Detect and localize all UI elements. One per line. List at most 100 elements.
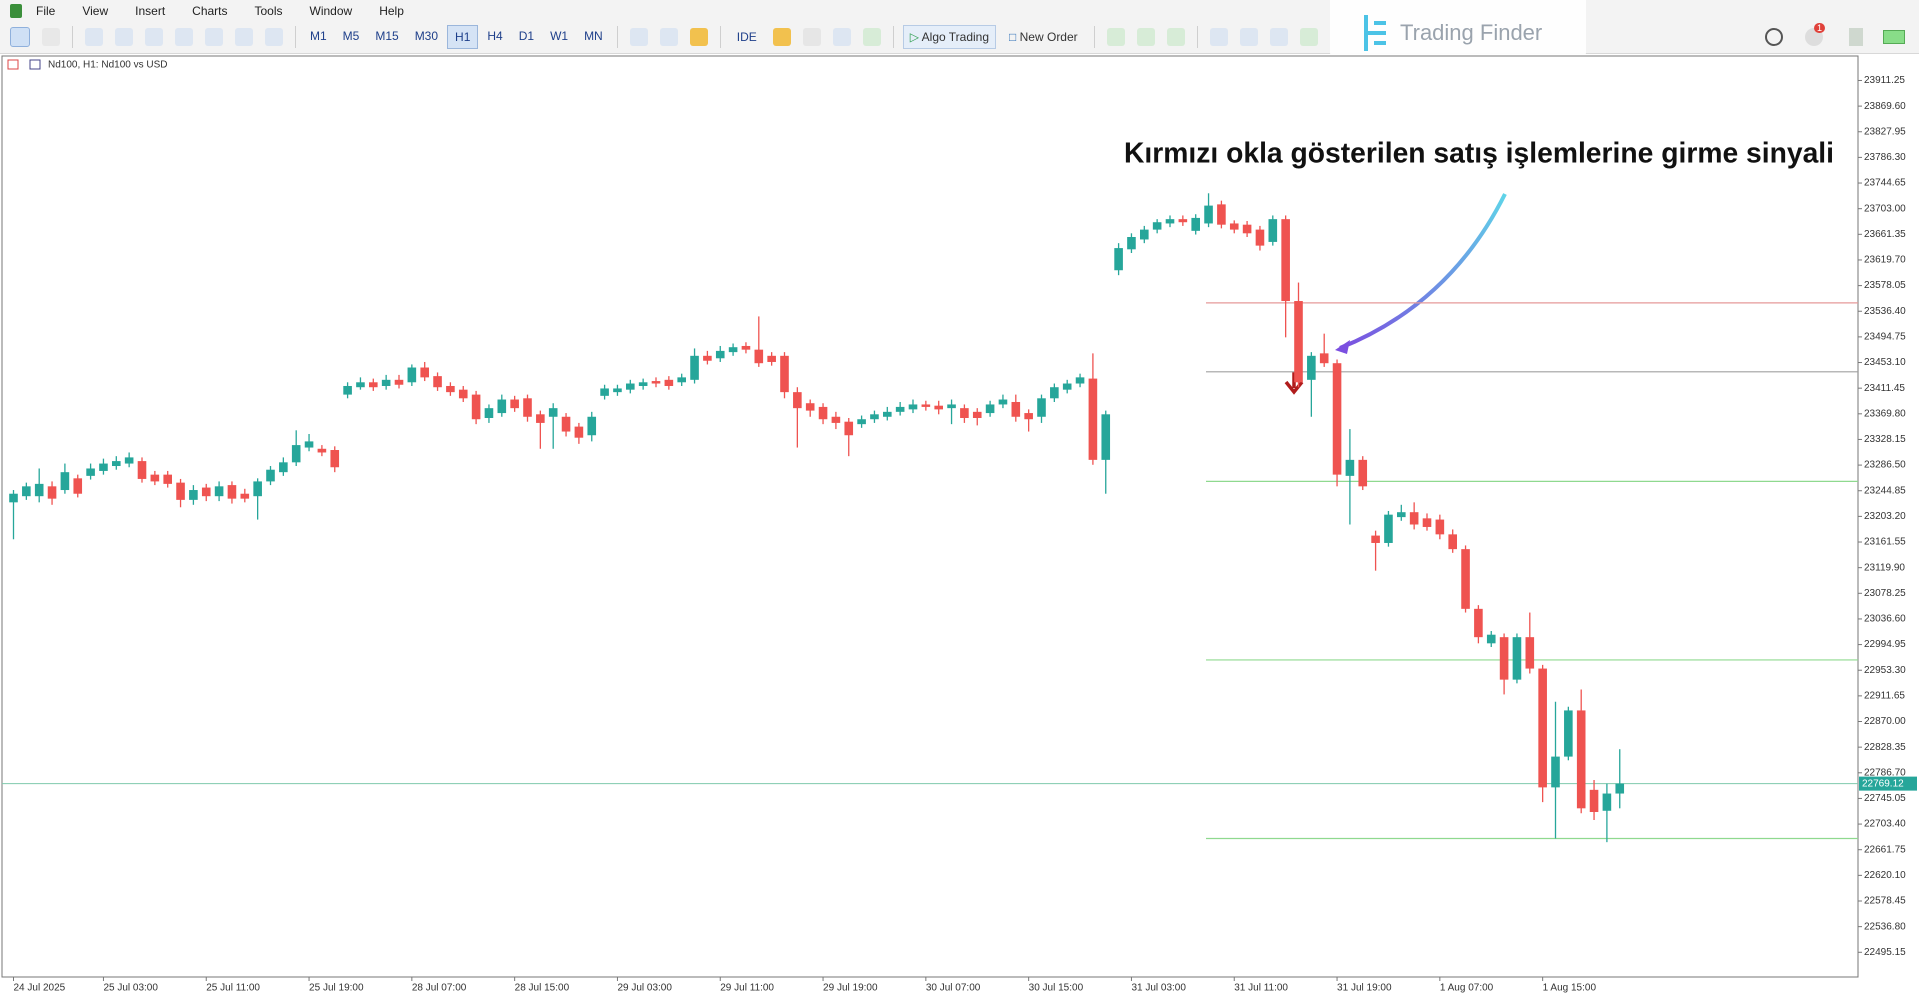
y-tick-label: 23161.55 xyxy=(1864,537,1906,548)
line-view[interactable] xyxy=(1166,28,1185,46)
separator xyxy=(719,26,721,48)
candle-body xyxy=(137,461,147,479)
new-order-button[interactable]: □ New Order xyxy=(1009,30,1078,44)
menu-item[interactable]: Help xyxy=(379,3,404,18)
y-tick-label: 23078.25 xyxy=(1864,588,1906,599)
y-tick-label: 22953.30 xyxy=(1864,665,1906,676)
candle-body xyxy=(998,399,1008,405)
y-tick-label: 23911.25 xyxy=(1864,75,1905,86)
candle-body xyxy=(1152,222,1162,230)
notification-badge: 1 xyxy=(1814,23,1826,33)
candle-body xyxy=(1602,793,1612,811)
crosshair-tool[interactable] xyxy=(42,28,60,46)
y-tick-label: 23453.10 xyxy=(1864,357,1906,368)
price-label-box xyxy=(1859,776,1917,791)
candle-body xyxy=(497,399,507,414)
menu-item[interactable]: Window xyxy=(309,3,353,18)
zoom-out[interactable] xyxy=(1239,28,1258,46)
x-tick-label: 31 Jul 03:00 xyxy=(1131,983,1186,994)
shapes-tool[interactable] xyxy=(265,28,283,46)
chart-type[interactable] xyxy=(629,28,648,46)
pointer-arrow xyxy=(1339,193,1507,350)
search[interactable] xyxy=(1765,28,1783,46)
vertical-line-tool[interactable] xyxy=(85,28,103,46)
cloud[interactable] xyxy=(832,28,851,46)
notifications[interactable]: 1 xyxy=(1805,23,1826,46)
timeframe-button[interactable]: M15 xyxy=(375,29,399,43)
candle-body xyxy=(844,421,854,436)
symbol-label: Nd100, H1: Nd100 vs USD xyxy=(48,60,168,71)
candle-body xyxy=(22,486,31,497)
timeframe-button[interactable]: H1 xyxy=(447,25,479,49)
candle-body xyxy=(1551,756,1560,788)
text-tool[interactable] xyxy=(235,28,253,46)
signals[interactable] xyxy=(689,28,708,46)
candle-body xyxy=(266,469,275,482)
candle-body xyxy=(240,493,250,499)
timeframe-button[interactable]: M5 xyxy=(342,29,360,43)
timeframe-button[interactable]: W1 xyxy=(550,29,569,43)
candle-body xyxy=(1397,512,1406,518)
candle-body xyxy=(227,485,237,499)
candle-body xyxy=(1178,219,1188,223)
app-icon xyxy=(10,3,22,18)
menu-item[interactable]: View xyxy=(82,3,109,18)
candle-body xyxy=(1024,413,1033,420)
timeframe-button[interactable]: H4 xyxy=(487,29,503,43)
depth[interactable] xyxy=(1106,28,1125,46)
trend-line-tool[interactable] xyxy=(145,28,163,46)
indicators[interactable] xyxy=(659,28,678,46)
candle-body xyxy=(1114,248,1123,271)
menu-item[interactable]: Tools xyxy=(254,3,283,18)
vps[interactable] xyxy=(862,28,881,46)
candle-body xyxy=(1615,783,1625,794)
menu-item[interactable]: Charts xyxy=(192,3,228,18)
x-tick-label: 25 Jul 11:00 xyxy=(206,983,260,994)
menu-item[interactable]: Insert xyxy=(135,3,166,18)
candle-body xyxy=(523,398,532,417)
candle-body xyxy=(1345,459,1355,476)
new-order-label: New Order xyxy=(1019,30,1078,44)
candle-body xyxy=(857,419,866,425)
algo-trading-button[interactable]: ▷ Algo Trading xyxy=(902,25,997,49)
y-tick-label: 23869.60 xyxy=(1864,101,1906,112)
grid-toggle[interactable] xyxy=(1269,28,1288,46)
horizontal-line-tool[interactable] xyxy=(115,28,133,46)
ide-button[interactable]: IDE xyxy=(736,30,757,44)
candle-body xyxy=(279,462,288,473)
y-tick-label: 22911.65 xyxy=(1864,691,1905,702)
candle-body xyxy=(73,478,83,494)
candle-body xyxy=(934,405,943,410)
candle-body xyxy=(895,406,905,412)
timeframe-button[interactable]: D1 xyxy=(518,29,535,43)
zoom-in[interactable] xyxy=(1209,28,1228,46)
candle-body xyxy=(1576,710,1586,809)
candles-view[interactable] xyxy=(1136,28,1155,46)
candle-body xyxy=(985,404,995,414)
candle-body xyxy=(1268,219,1278,242)
signal-strength[interactable] xyxy=(802,28,821,46)
candle-body xyxy=(1255,229,1265,246)
candle-body xyxy=(741,345,751,350)
timeframe-button[interactable]: MN xyxy=(584,29,603,43)
candle-body xyxy=(253,481,262,497)
separator xyxy=(616,26,618,48)
menu-item[interactable]: File xyxy=(36,3,56,18)
x-tick-label: 30 Jul 15:00 xyxy=(1029,983,1084,994)
candle-body xyxy=(1294,301,1303,383)
y-tick-label: 22786.70 xyxy=(1864,767,1906,778)
lock[interactable] xyxy=(772,28,791,46)
autoscroll[interactable] xyxy=(1299,28,1318,46)
x-tick-label: 1 Aug 15:00 xyxy=(1543,983,1597,994)
x-tick-label: 31 Jul 19:00 xyxy=(1337,983,1392,994)
timeframe-button[interactable]: M30 xyxy=(414,29,439,43)
timeframe-button[interactable]: M1 xyxy=(310,29,327,43)
channel-tool[interactable] xyxy=(175,28,193,46)
candle-body xyxy=(831,416,841,423)
candle-body xyxy=(767,355,776,362)
fibonacci-tool[interactable] xyxy=(205,28,223,46)
cursor-tool[interactable] xyxy=(10,27,30,47)
candle-body xyxy=(972,411,982,418)
account[interactable] xyxy=(1849,28,1863,46)
candle-body xyxy=(356,382,365,388)
